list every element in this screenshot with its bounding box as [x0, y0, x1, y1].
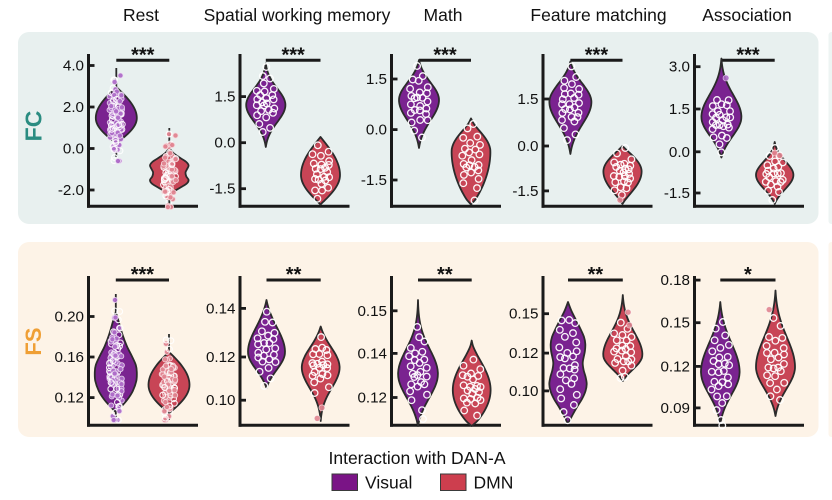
svg-text:***: ***: [281, 45, 305, 67]
svg-text:Interaction with DAN-A: Interaction with DAN-A: [328, 448, 505, 468]
svg-text:0.20: 0.20: [54, 309, 84, 326]
svg-text:1.5: 1.5: [517, 91, 538, 108]
svg-text:FC: FC: [21, 111, 47, 142]
svg-text:0.14: 0.14: [206, 300, 236, 317]
svg-text:0.10: 0.10: [509, 383, 539, 400]
svg-text:*: *: [744, 264, 752, 286]
svg-text:0.16: 0.16: [54, 349, 84, 366]
svg-text:***: ***: [585, 45, 609, 67]
svg-text:Feature matching: Feature matching: [530, 5, 666, 25]
svg-text:DMN: DMN: [474, 473, 514, 493]
svg-text:***: ***: [131, 264, 155, 286]
svg-text:0.12: 0.12: [206, 349, 236, 366]
svg-text:***: ***: [736, 45, 760, 67]
svg-text:0.09: 0.09: [660, 400, 690, 417]
svg-text:-1.5: -1.5: [361, 172, 387, 189]
svg-text:0.15: 0.15: [357, 303, 387, 320]
svg-text:1.5: 1.5: [214, 89, 235, 106]
svg-text:-1.5: -1.5: [512, 183, 538, 200]
svg-text:FS: FS: [21, 327, 46, 355]
svg-text:-2.0: -2.0: [58, 182, 84, 199]
svg-text:2.0: 2.0: [63, 99, 84, 116]
svg-text:0.0: 0.0: [669, 144, 690, 161]
svg-text:Association: Association: [702, 5, 792, 25]
svg-text:0.12: 0.12: [660, 358, 690, 375]
svg-text:***: ***: [131, 45, 155, 67]
svg-text:0.12: 0.12: [509, 345, 539, 362]
svg-text:0.15: 0.15: [509, 306, 539, 323]
svg-text:**: **: [286, 264, 302, 286]
svg-text:Math: Math: [424, 5, 463, 25]
svg-text:1.5: 1.5: [366, 71, 387, 88]
svg-text:4.0: 4.0: [63, 58, 84, 75]
svg-text:0.14: 0.14: [357, 345, 387, 362]
svg-text:0.10: 0.10: [206, 392, 236, 409]
svg-text:***: ***: [433, 45, 457, 67]
svg-text:3.0: 3.0: [669, 59, 690, 76]
svg-text:**: **: [588, 264, 604, 286]
svg-text:Spatial working memory: Spatial working memory: [204, 5, 391, 25]
svg-text:0.12: 0.12: [357, 390, 387, 407]
svg-text:Rest: Rest: [123, 5, 159, 25]
svg-text:1.5: 1.5: [669, 101, 690, 118]
svg-text:0.0: 0.0: [366, 122, 387, 139]
svg-text:0.0: 0.0: [517, 138, 538, 155]
svg-text:Visual: Visual: [365, 473, 412, 493]
svg-text:0.12: 0.12: [54, 390, 84, 407]
svg-text:-1.5: -1.5: [209, 181, 235, 198]
svg-text:0.0: 0.0: [214, 135, 235, 152]
svg-text:0.0: 0.0: [63, 141, 84, 158]
svg-text:**: **: [437, 264, 453, 286]
svg-text:0.18: 0.18: [660, 272, 690, 289]
svg-text:-1.5: -1.5: [664, 185, 690, 202]
svg-text:0.15: 0.15: [660, 315, 690, 332]
